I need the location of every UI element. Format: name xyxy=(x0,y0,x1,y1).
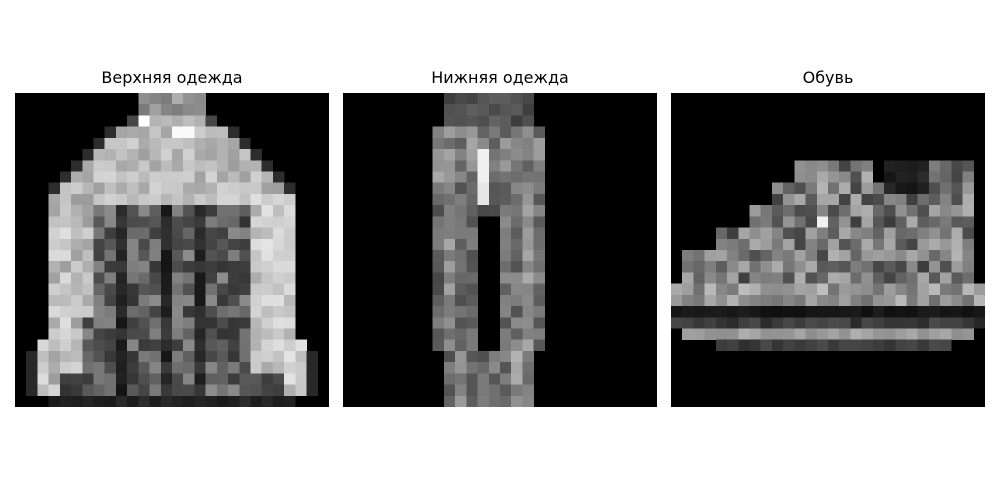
panel-title-bottomwear: Нижняя одежда xyxy=(431,68,569,87)
jacket-image xyxy=(15,93,329,407)
panel-title-footwear: Обувь xyxy=(802,68,854,87)
panel-title-outerwear: Верхняя одежда xyxy=(101,68,243,87)
panel-footwear: Обувь xyxy=(671,66,985,407)
panel-bottomwear: Нижняя одежда xyxy=(343,66,657,407)
panel-outerwear: Верхняя одежда xyxy=(15,66,329,407)
trousers-image xyxy=(343,93,657,407)
sneaker-image xyxy=(671,93,985,407)
